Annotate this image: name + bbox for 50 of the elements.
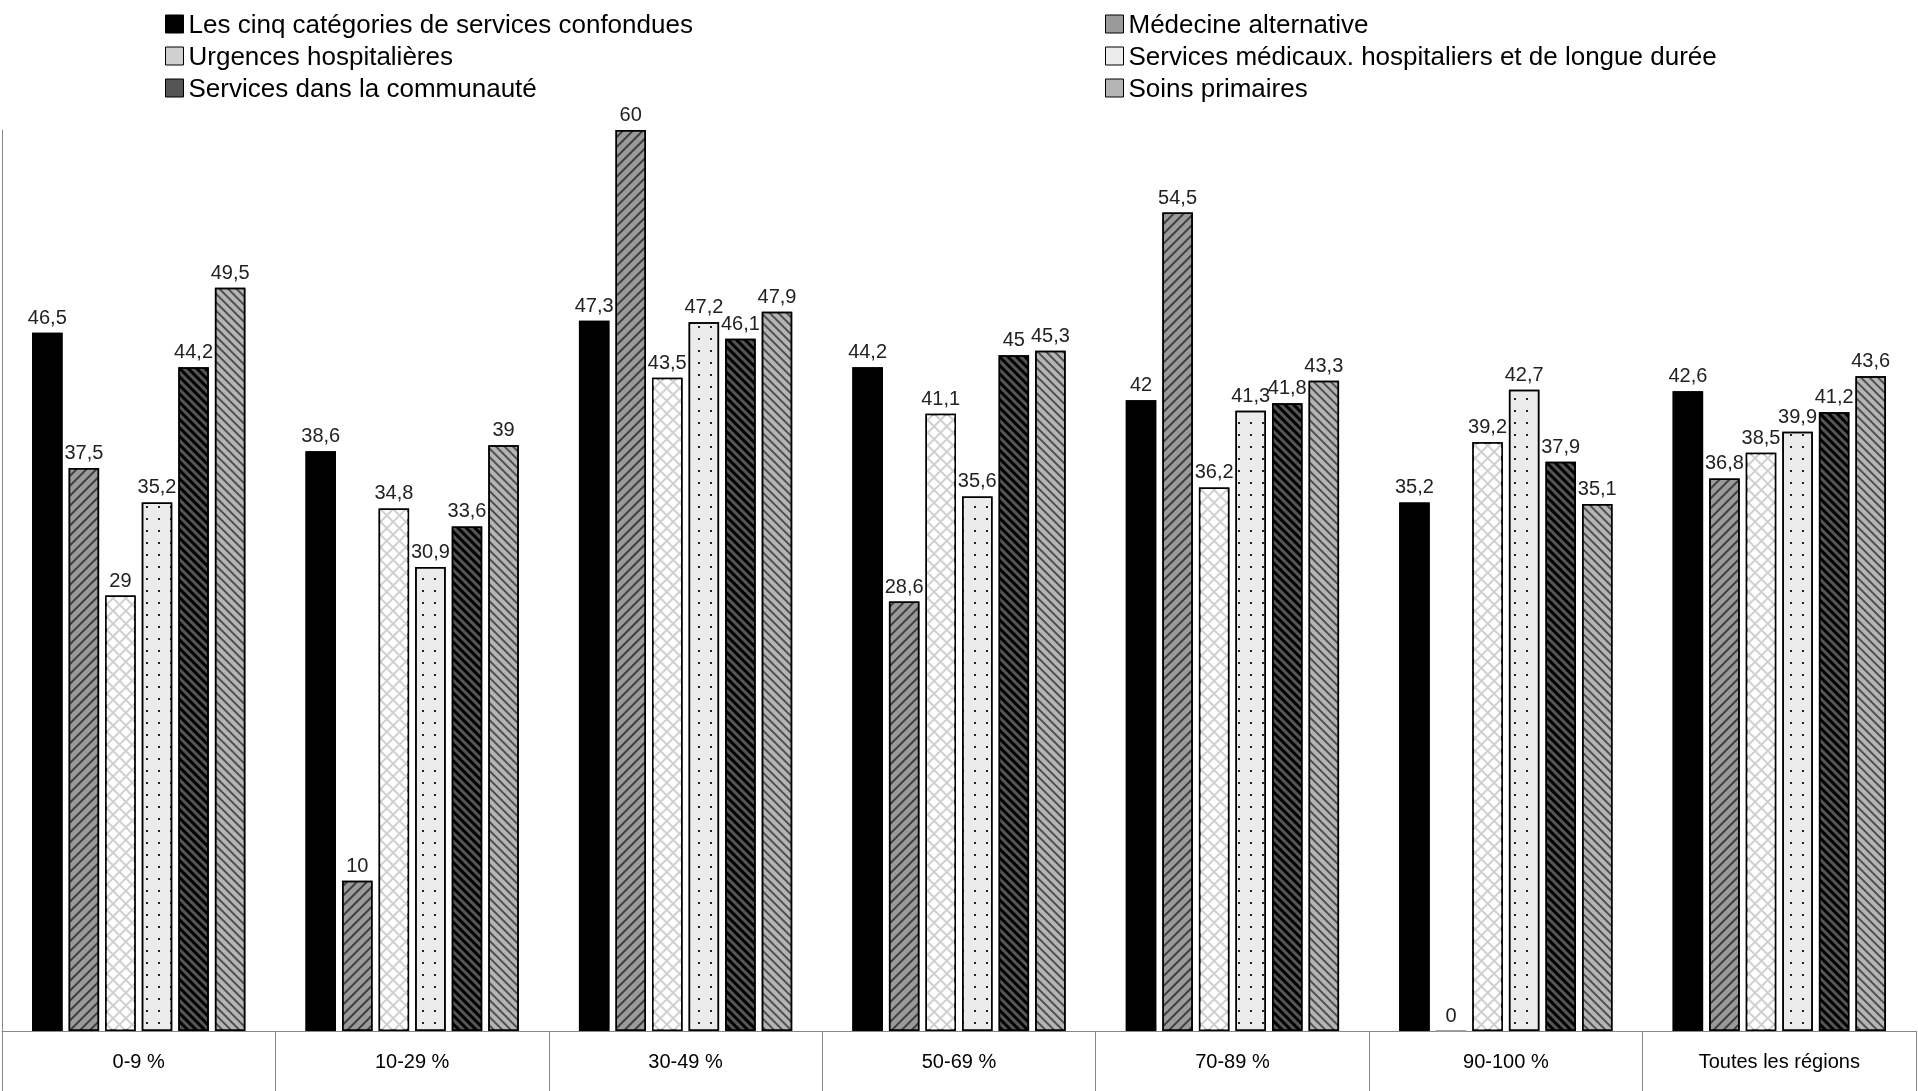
legend-label: Soins primaires	[1128, 73, 1308, 103]
data-label: 0	[1445, 1003, 1457, 1026]
data-label: 42,7	[1504, 362, 1544, 385]
data-label: 34,8	[374, 481, 414, 504]
data-label: 43,6	[1851, 349, 1891, 372]
data-label: 36,2	[1194, 460, 1234, 483]
data-label: 39	[492, 418, 515, 441]
data-label: 38,5	[1741, 425, 1781, 448]
data-label: 35,6	[957, 469, 997, 492]
data-label: 47,3	[574, 293, 614, 316]
data-label: 41,1	[921, 386, 961, 409]
data-label: 45,3	[1030, 323, 1070, 346]
x-tick-label: 10-29 %	[374, 1050, 450, 1072]
data-label: 33,6	[447, 499, 487, 522]
data-label: 38,6	[301, 424, 341, 447]
data-label: 28,6	[884, 574, 924, 597]
x-tick-label: 30-49 %	[648, 1050, 724, 1072]
data-label: 46,5	[27, 305, 67, 328]
legend-label: Urgences hospitalières	[188, 41, 453, 71]
data-label: 42	[1129, 373, 1153, 396]
data-label: 35,2	[1394, 475, 1434, 498]
data-label: 54,5	[1158, 185, 1198, 208]
data-label: 37,5	[64, 440, 104, 463]
legend-label: Services dans la communauté	[188, 73, 537, 103]
legend-label: Médecine alternative	[1128, 9, 1369, 39]
data-label: 44,2	[174, 340, 214, 363]
data-label: 45	[1002, 328, 1025, 351]
x-tick-label: Toutes les régions	[1698, 1050, 1860, 1072]
data-label: 42,6	[1668, 364, 1708, 387]
x-tick-label: 50-69 %	[921, 1050, 997, 1072]
data-label: 36,8	[1704, 451, 1744, 474]
data-label: 44,2	[848, 340, 888, 363]
x-tick-label: 90-100 %	[1463, 1050, 1549, 1072]
data-label: 49,5	[210, 260, 250, 283]
legend-label: Services médicaux. hospitaliers et de longue durée	[1128, 41, 1717, 71]
legend-label: Les cinq catégories de services confondues	[188, 9, 693, 39]
data-label: 47,2	[684, 295, 724, 318]
data-label: 30,9	[410, 539, 450, 562]
data-label: 35,2	[137, 475, 177, 498]
data-label: 37,9	[1541, 434, 1581, 457]
x-tick-label: 70-89 %	[1195, 1050, 1270, 1072]
data-label: 35,1	[1577, 476, 1617, 499]
data-label: 47,9	[757, 284, 797, 307]
x-tick-label: 0-9 %	[112, 1050, 166, 1072]
data-label: 29	[109, 568, 132, 591]
data-label: 43,5	[647, 350, 687, 373]
data-label: 10	[346, 853, 369, 876]
data-label: 39,2	[1468, 415, 1508, 438]
data-label: 43,3	[1304, 353, 1344, 376]
data-label: 60	[619, 103, 642, 125]
